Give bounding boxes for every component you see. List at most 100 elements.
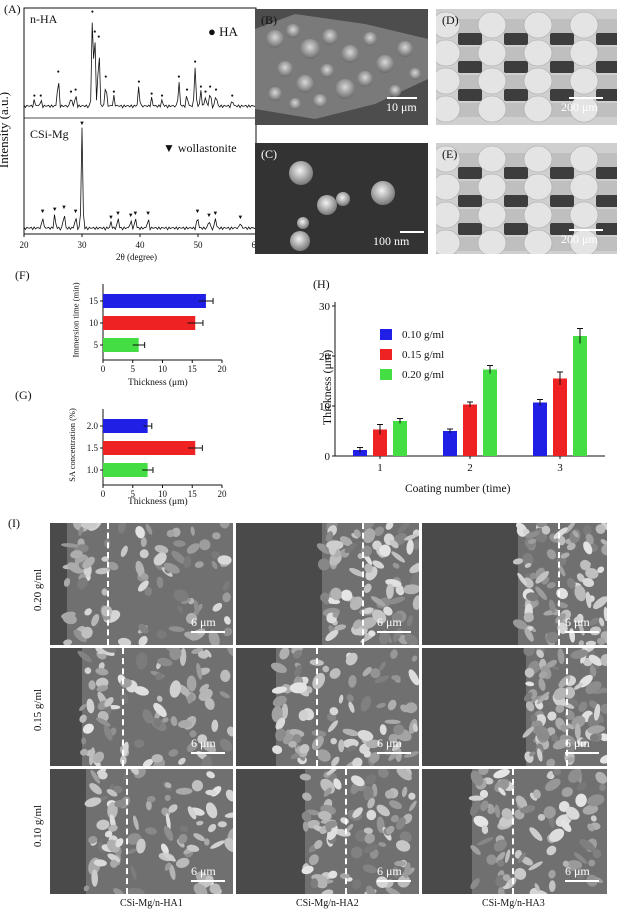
chart-f-x-tick-label: 10 bbox=[158, 364, 168, 374]
sem-grain bbox=[395, 817, 406, 830]
sem-grain bbox=[142, 709, 154, 724]
xrd-top-peak-marker: ● bbox=[137, 80, 140, 85]
sem-grain bbox=[387, 699, 397, 711]
scale-label-d: 200 μm bbox=[561, 100, 598, 114]
scale-bar-i bbox=[377, 880, 411, 882]
chart-f: 0 5 10 15 20 15 10 5 bbox=[0, 270, 240, 395]
xrd-bottom-trace bbox=[23, 127, 257, 232]
sem-grain bbox=[79, 703, 87, 712]
scaffold-node bbox=[569, 145, 599, 173]
sem-grain bbox=[95, 567, 111, 575]
sem-grain bbox=[120, 545, 128, 557]
chart-f-bar bbox=[103, 316, 196, 330]
sem-grain bbox=[403, 862, 411, 879]
scaffold-pore bbox=[596, 223, 617, 235]
sem-grain bbox=[80, 748, 88, 756]
scaffold-node bbox=[477, 95, 507, 123]
xrd-bottom-peak-marker: ▼ bbox=[52, 207, 58, 213]
sem-background-region bbox=[50, 648, 82, 766]
sem-grain bbox=[130, 769, 139, 775]
sem-grain bbox=[108, 824, 118, 832]
sem-grain bbox=[223, 627, 233, 637]
sem-grain bbox=[395, 585, 404, 594]
sem-grain bbox=[178, 757, 186, 765]
sem-grain bbox=[211, 719, 219, 732]
col-label-ha3: CSi-Mg/n-HA3 bbox=[482, 898, 545, 909]
sem-grain bbox=[84, 797, 102, 808]
xrd-x-tick-label: 30 bbox=[78, 240, 88, 250]
sem-grain bbox=[322, 597, 329, 605]
scale-bar-i bbox=[191, 880, 225, 882]
sem-grain bbox=[196, 820, 204, 826]
sem-grain bbox=[573, 616, 581, 623]
sem-background-region bbox=[236, 523, 322, 645]
xrd-frame bbox=[23, 7, 257, 235]
chart-g-x-tick-label: 20 bbox=[218, 489, 228, 499]
scaffold-pore bbox=[504, 167, 528, 179]
sem-grain bbox=[140, 537, 147, 547]
sem-grain bbox=[169, 648, 182, 661]
scale-label-i: 6 μm bbox=[191, 864, 216, 878]
sem-grain bbox=[573, 682, 584, 690]
panel-label-i: (I) bbox=[8, 516, 20, 530]
sem-grain bbox=[386, 825, 395, 835]
sem-grain bbox=[186, 543, 200, 554]
scaffold-node bbox=[569, 67, 599, 95]
sem-grain bbox=[535, 571, 550, 584]
sem-grain bbox=[205, 789, 217, 796]
chart-h-x-tick-label: 2 bbox=[467, 462, 473, 474]
sem-grain bbox=[156, 576, 164, 589]
sem-grain bbox=[333, 778, 342, 790]
scaffold-node bbox=[436, 229, 461, 254]
xrd-top-peak-marker: ● bbox=[199, 85, 202, 90]
sem-grain bbox=[468, 795, 485, 801]
sem-grain bbox=[505, 849, 511, 864]
sem-grain bbox=[564, 523, 576, 534]
xrd-bottom-peak-marker: ▼ bbox=[132, 211, 138, 217]
sem-grain bbox=[411, 655, 418, 662]
sem-cross-section-texture bbox=[50, 648, 233, 766]
sem-grain bbox=[367, 797, 375, 809]
sem-cross-section: 6 μm bbox=[236, 769, 419, 894]
sem-grain bbox=[133, 686, 149, 696]
xrd-top-peak-marker: ● bbox=[97, 35, 100, 40]
sem-grain bbox=[155, 672, 163, 681]
sem-grain bbox=[301, 811, 312, 822]
sem-grain bbox=[186, 742, 198, 752]
panel-label-b: (B) bbox=[261, 13, 277, 27]
sem-grain bbox=[376, 702, 386, 709]
sem-grain bbox=[193, 883, 208, 894]
chart-f-y-tick-label: 15 bbox=[89, 296, 99, 306]
sem-grain bbox=[526, 592, 539, 602]
sem-grain bbox=[368, 630, 376, 637]
xrd-bottom-peak-marker: ▼ bbox=[108, 215, 114, 221]
chart-h-bar bbox=[353, 450, 367, 456]
chart-h-bar bbox=[463, 404, 477, 456]
sem-grain bbox=[83, 885, 90, 892]
sem-grain bbox=[599, 784, 606, 791]
sem-grain bbox=[498, 787, 506, 796]
sem-grain bbox=[352, 619, 363, 630]
sem-grain bbox=[326, 769, 338, 776]
sem-grain bbox=[63, 578, 71, 587]
sem-grain bbox=[325, 531, 334, 542]
chart-g-svg: 0 5 10 15 20 2.0 1.5 1.0 bbox=[87, 409, 228, 499]
sem-background-region bbox=[50, 769, 86, 894]
sem-grain bbox=[317, 558, 330, 571]
xrd-top-legend: ● HA bbox=[208, 24, 238, 40]
scaffold-d-texture bbox=[436, 9, 617, 125]
sem-grain bbox=[212, 602, 223, 612]
sem-grain bbox=[520, 805, 536, 814]
xrd-top-peak-marker: ● bbox=[57, 70, 60, 75]
sem-grain bbox=[408, 792, 416, 800]
sem-grain bbox=[538, 671, 548, 679]
sem-grain bbox=[168, 804, 178, 813]
sem-grain bbox=[394, 860, 406, 867]
sem-grain bbox=[84, 608, 92, 616]
sem-grain bbox=[113, 888, 125, 894]
scale-bar-i bbox=[565, 880, 599, 882]
sem-cross-section-texture bbox=[50, 523, 233, 645]
sem-grain bbox=[389, 539, 399, 549]
scaffold-pore bbox=[550, 33, 574, 45]
sem-grain bbox=[138, 623, 149, 634]
